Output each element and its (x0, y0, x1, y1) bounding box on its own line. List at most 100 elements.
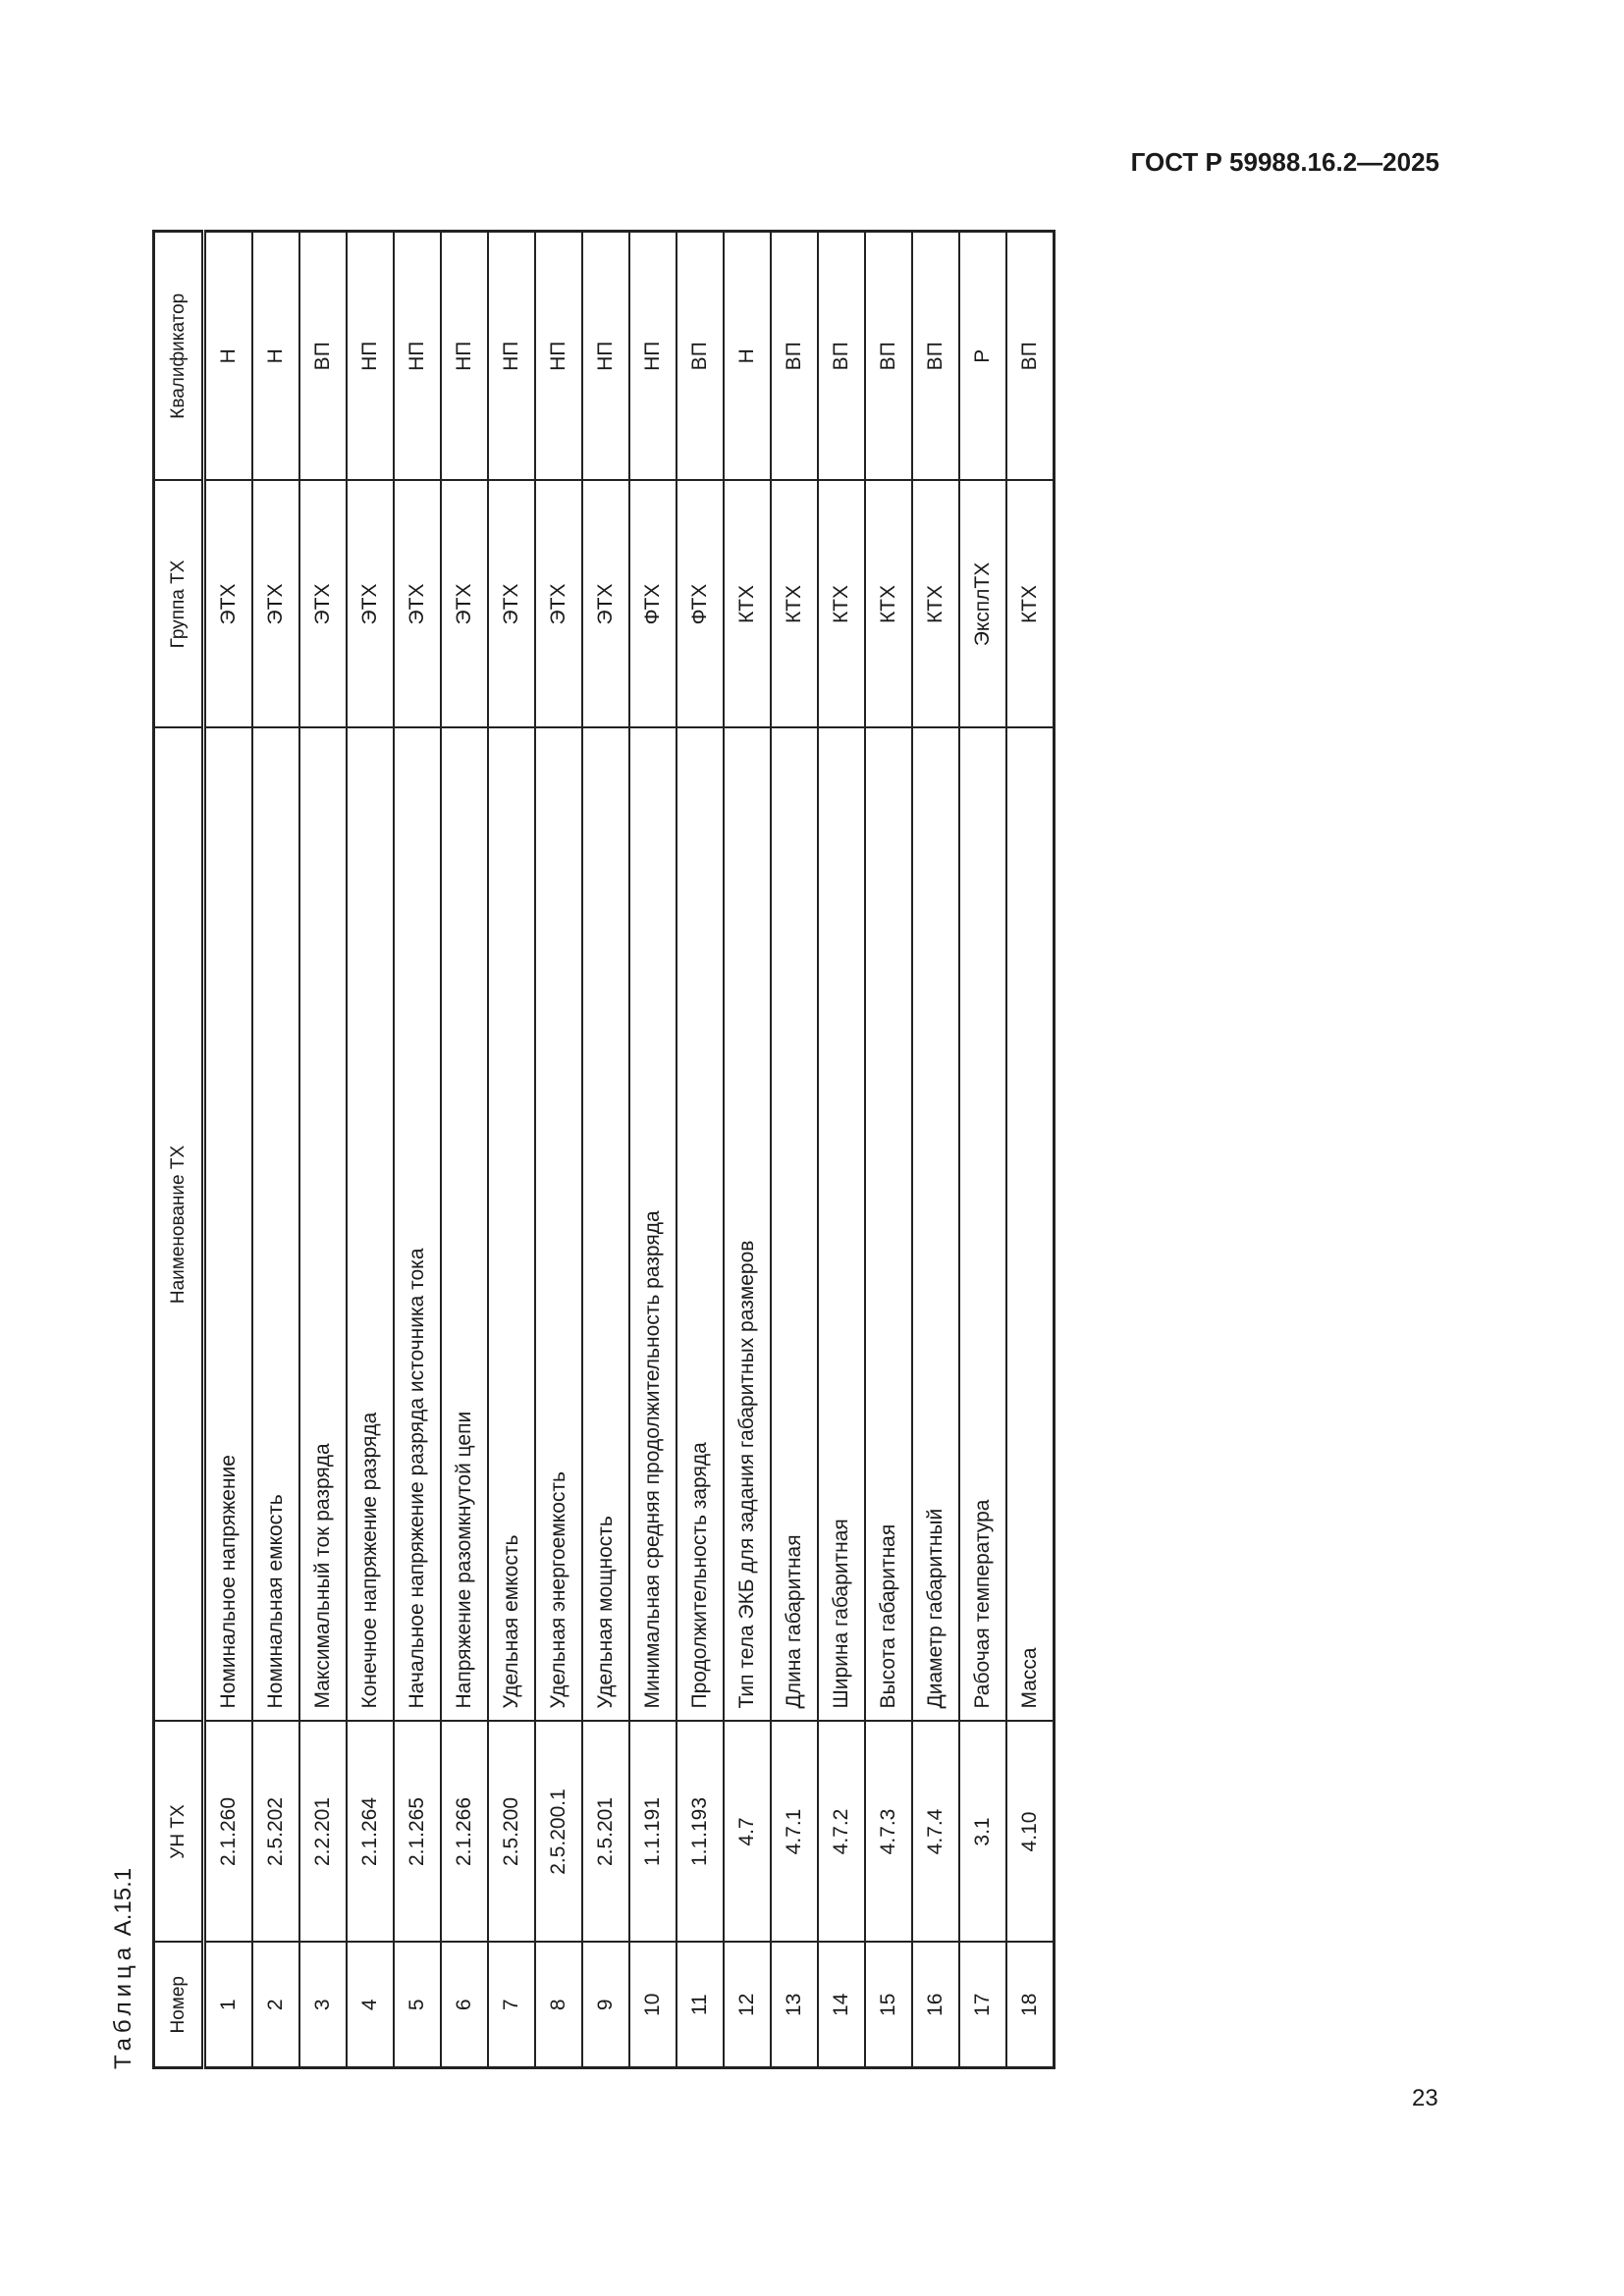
col-group-cell: ЭТХ (582, 480, 629, 728)
table-row: 9 2.5.201 Удельная мощность ЭТХ НП (582, 231, 629, 2068)
col-code-cell: 2.1.260 (203, 1721, 252, 1943)
col-group-cell: ФТХ (677, 480, 724, 728)
col-number-cell: 3 (299, 1942, 347, 2068)
col-name-cell: Начальное напряжение разряда источника т… (394, 727, 441, 1722)
rotated-table-container: Номер УН ТХ Наименование ТХ Группа ТХ Квалиф… (152, 230, 1086, 2069)
col-name-cell: Рабочая температура (959, 727, 1006, 1722)
col-name-cell: Диаметр габаритный (912, 727, 959, 1722)
data-table: Номер УН ТХ Наименование ТХ Группа ТХ Квалиф… (152, 230, 1056, 2069)
table-row: 6 2.1.266 Напряжение разомкнутой цепи ЭТХ НП (441, 231, 488, 2068)
table-caption-number: А.15.1 (110, 1867, 136, 1937)
col-code-cell: 4.7.3 (865, 1721, 912, 1943)
table-row: 17 3.1 Рабочая температура ЭксплТХ Р (959, 231, 1006, 2068)
column-header-qualifier: Квалификатор (153, 231, 204, 481)
table-row: 2 2.5.202 Номинальная емкость ЭТХ Н (252, 231, 299, 2068)
col-name-cell: Тип тела ЭКБ для задания габаритных разм… (724, 727, 771, 1722)
col-number-cell: 12 (724, 1942, 771, 2068)
col-code-cell: 4.10 (1006, 1721, 1055, 1943)
col-code-cell: 3.1 (959, 1721, 1006, 1943)
document-code: ГОСТ Р 59988.16.2—2025 (1130, 147, 1439, 177)
col-code-cell: 2.5.200 (488, 1721, 535, 1943)
col-group-cell: КТХ (724, 480, 771, 728)
col-group-cell: ЭТХ (203, 480, 252, 728)
table-row: 11 1.1.193 Продолжительность заряда ФТХ ВП (677, 231, 724, 2068)
col-name-cell: Масса (1006, 727, 1055, 1722)
col-number-cell: 6 (441, 1942, 488, 2068)
col-qualifier-cell: Н (203, 231, 252, 481)
table-caption: Таблица А.15.1 (110, 1868, 137, 2069)
col-code-cell: 1.1.191 (629, 1721, 677, 1943)
col-code-cell: 2.5.202 (252, 1721, 299, 1943)
table-row: 14 4.7.2 Ширина габаритная КТХ ВП (818, 231, 865, 2068)
col-group-cell: ЭксплТХ (959, 480, 1006, 728)
col-code-cell: 2.5.201 (582, 1721, 629, 1943)
col-number-cell: 15 (865, 1942, 912, 2068)
col-number-cell: 7 (488, 1942, 535, 2068)
col-number-cell: 9 (582, 1942, 629, 2068)
col-code-cell: 1.1.193 (677, 1721, 724, 1943)
col-qualifier-cell: НП (582, 231, 629, 481)
col-qualifier-cell: ВП (771, 231, 818, 481)
column-header-code: УН ТХ (153, 1721, 204, 1943)
col-qualifier-cell: ВП (677, 231, 724, 481)
col-name-cell: Минимальная средняя продолжительность ра… (629, 727, 677, 1722)
col-code-cell: 2.1.266 (441, 1721, 488, 1943)
col-code-cell: 2.1.264 (347, 1721, 394, 1943)
col-number-cell: 4 (347, 1942, 394, 2068)
col-qualifier-cell: ВП (299, 231, 347, 481)
col-name-cell: Напряжение разомкнутой цепи (441, 727, 488, 1722)
col-group-cell: ЭТХ (535, 480, 582, 728)
col-name-cell: Длина габаритная (771, 727, 818, 1722)
col-code-cell: 2.5.200.1 (535, 1721, 582, 1943)
col-qualifier-cell: ВП (865, 231, 912, 481)
col-group-cell: ЭТХ (488, 480, 535, 728)
col-qualifier-cell: Н (724, 231, 771, 481)
table-row: 7 2.5.200 Удельная емкость ЭТХ НП (488, 231, 535, 2068)
col-group-cell: ЭТХ (441, 480, 488, 728)
table-row: 18 4.10 Масса КТХ ВП (1006, 231, 1055, 2068)
col-qualifier-cell: НП (629, 231, 677, 481)
col-group-cell: ЭТХ (347, 480, 394, 728)
col-code-cell: 4.7.2 (818, 1721, 865, 1943)
col-number-cell: 16 (912, 1942, 959, 2068)
col-number-cell: 1 (203, 1942, 252, 2068)
col-group-cell: ЭТХ (394, 480, 441, 728)
col-qualifier-cell: НП (441, 231, 488, 481)
column-header-number: Номер (153, 1942, 204, 2068)
col-number-cell: 18 (1006, 1942, 1055, 2068)
table-row: 10 1.1.191 Минимальная средняя продолжител… (629, 231, 677, 2068)
col-name-cell: Конечное напряжение разряда (347, 727, 394, 1722)
table-caption-prefix: Таблица (110, 1942, 136, 2069)
col-group-cell: КТХ (912, 480, 959, 728)
col-qualifier-cell: Н (252, 231, 299, 481)
col-group-cell: ЭТХ (299, 480, 347, 728)
col-group-cell: КТХ (818, 480, 865, 728)
col-number-cell: 17 (959, 1942, 1006, 2068)
col-code-cell: 2.2.201 (299, 1721, 347, 1943)
col-number-cell: 10 (629, 1942, 677, 2068)
table-row: 12 4.7 Тип тела ЭКБ для задания габаритных… (724, 231, 771, 2068)
col-number-cell: 2 (252, 1942, 299, 2068)
col-code-cell: 4.7.1 (771, 1721, 818, 1943)
col-group-cell: ЭТХ (252, 480, 299, 728)
table-row: 13 4.7.1 Длина габаритная КТХ ВП (771, 231, 818, 2068)
col-name-cell: Удельная энергоемкость (535, 727, 582, 1722)
col-name-cell: Высота габаритная (865, 727, 912, 1722)
col-code-cell: 2.1.265 (394, 1721, 441, 1943)
table-header-row: Номер УН ТХ Наименование ТХ Группа ТХ Квалиф… (153, 231, 204, 2068)
table-row: 15 4.7.3 Высота габаритная КТХ ВП (865, 231, 912, 2068)
table-row: 1 2.1.260 Номинальное напряжение ЭТХ Н (203, 231, 252, 2068)
col-group-cell: КТХ (865, 480, 912, 728)
col-name-cell: Номинальная емкость (252, 727, 299, 1722)
col-name-cell: Ширина габаритная (818, 727, 865, 1722)
col-qualifier-cell: ВП (818, 231, 865, 481)
table-row: 16 4.7.4 Диаметр габаритный КТХ ВП (912, 231, 959, 2068)
col-code-cell: 4.7 (724, 1721, 771, 1943)
col-name-cell: Максимальный ток разряда (299, 727, 347, 1722)
column-header-name: Наименование ТХ (153, 727, 204, 1722)
table-row: 5 2.1.265 Начальное напряжение разряда ист… (394, 231, 441, 2068)
col-name-cell: Продолжительность заряда (677, 727, 724, 1722)
col-qualifier-cell: НП (535, 231, 582, 481)
col-group-cell: КТХ (771, 480, 818, 728)
table-row: 8 2.5.200.1 Удельная энергоемкость ЭТХ НП (535, 231, 582, 2068)
